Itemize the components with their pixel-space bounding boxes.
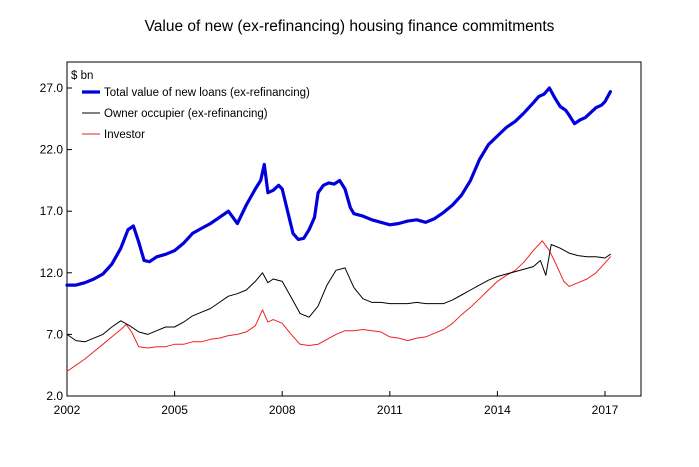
y-tick-label: 17.0 [40, 204, 64, 218]
y-tick-label: 12.0 [40, 266, 64, 280]
series-line-2 [66, 240, 611, 372]
series-line-1 [66, 244, 611, 343]
plot-frame [66, 61, 642, 397]
y-tick-label: 22.0 [40, 143, 64, 157]
y-axis: 2.0 7.0 12.0 17.0 22.0 27.0 [40, 81, 72, 403]
x-tick-label: 2011 [377, 403, 403, 417]
x-tick-label: 2002 [54, 403, 81, 417]
legend: Total value of new loans (ex-refinancing… [82, 87, 310, 141]
unit-label: $ bn [71, 70, 93, 82]
x-tick-label: 2014 [484, 403, 511, 417]
y-tick-label: 2.0 [46, 389, 63, 403]
legend-label: Owner occupier (ex-refinancing) [104, 108, 268, 120]
x-axis: 2002 2005 2008 2011 2014 2017 [54, 391, 619, 417]
legend-label: Investor [104, 129, 145, 141]
series-lines [65, 86, 613, 372]
x-tick-label: 2017 [592, 403, 619, 417]
y-tick-label: 7.0 [46, 327, 63, 341]
y-tick-label: 27.0 [40, 81, 64, 95]
legend-label: Total value of new loans (ex-refinancing… [104, 87, 310, 99]
x-tick-label: 2005 [161, 403, 188, 417]
series-line-0 [65, 86, 613, 287]
chart-title: Value of new (ex-refinancing) housing fi… [144, 18, 555, 35]
x-tick-label: 2008 [269, 403, 296, 417]
